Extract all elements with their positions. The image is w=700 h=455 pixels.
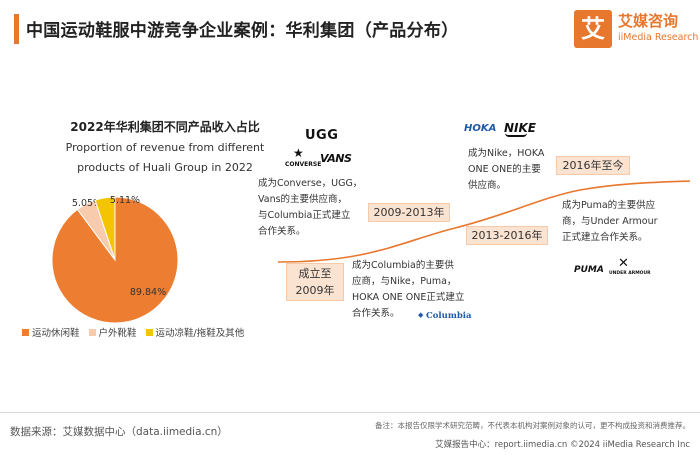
ugg-logo: UGG — [305, 128, 339, 143]
pie-chart: 89.84% 5.05% 5.11% — [51, 195, 179, 324]
chart-legend: 运动休闲鞋 户外靴鞋 运动凉鞋/拖鞋及其他 — [22, 325, 244, 339]
iimedia-logo: 艾 艾媒咨询 iiMedia Research — [574, 10, 698, 50]
vans-logo: VANS — [320, 152, 352, 165]
milestone-2016-now: 2016年至今 — [556, 156, 630, 175]
note-line: 正式建立合作关系。 — [562, 232, 648, 243]
puma-logo: PUMA — [574, 265, 604, 275]
columbia-icon: ◆ — [418, 311, 424, 319]
legend-label: 运动凉鞋/拖鞋及其他 — [155, 328, 245, 339]
note-line: 成为Puma的主要供应 — [562, 200, 656, 211]
pie-data-label-2: 5.11% — [110, 195, 140, 206]
legend-label: 户外靴鞋 — [98, 328, 137, 339]
note-2009-2013: 成为Converse，UGG， Vans的主要供应商， 与Columbia正式建… — [258, 176, 362, 240]
under-armour-logo: UNDER ARMOUR — [609, 271, 651, 276]
nike-swoosh-icon — [505, 133, 527, 137]
title-accent-bar — [14, 14, 19, 44]
footer-report-info: 艾媒报告中心：report.iimedia.cn ©2024 iiMedia R… — [435, 438, 690, 450]
data-source: 数据来源：艾媒数据中心（data.iimedia.cn） — [10, 426, 228, 438]
converse-logo: CONVERSE — [285, 161, 322, 168]
note-line: 成为Converse，UGG， — [258, 178, 363, 189]
note-line: Vans的主要供应商， — [258, 194, 348, 205]
milestone-founding-line2: 2009年 — [295, 284, 335, 297]
milestone-founding-line1: 成立至 — [298, 267, 332, 280]
copyright: ©2024 iiMedia Research Inc — [569, 440, 690, 450]
legend-swatch — [145, 328, 153, 336]
disclaimer: 备注：本报告仅限学术研究范畴，不代表本机构对案例对象的认可，更不构成投资和消费推… — [375, 421, 690, 430]
footer-divider — [0, 412, 700, 413]
pie-data-label-0: 89.84% — [130, 287, 166, 298]
nike-logo: NIKE — [504, 121, 537, 135]
legend-label: 运动休闲鞋 — [32, 328, 80, 339]
note-2013-2016: 成为Nike，HOKA ONE ONE的主要 供应商。 — [468, 146, 544, 194]
note-line: 成为Nike，HOKA — [468, 148, 545, 159]
milestone-founding: 成立至 2009年 — [286, 263, 344, 301]
milestone-2013-2016: 2013-2016年 — [466, 226, 548, 245]
legend-item: 运动休闲鞋 — [22, 325, 80, 339]
timeline-curve — [277, 180, 691, 263]
pie-data-label-1: 5.05% — [72, 198, 102, 209]
columbia-logo: Columbia — [426, 311, 472, 321]
note-line: ONE ONE的主要 — [468, 164, 541, 175]
legend-item: 运动凉鞋/拖鞋及其他 — [145, 325, 245, 339]
timeline-growth-line — [277, 180, 691, 263]
note-line: 商，与Under Armour — [562, 216, 658, 227]
legend-swatch — [88, 328, 96, 336]
pie-slice-2 — [94, 196, 116, 261]
hoka-logo: HOKA — [464, 123, 497, 134]
legend-item: 户外靴鞋 — [88, 325, 137, 339]
chart-title: 2022年华利集团不同产品收入占比 — [70, 120, 260, 134]
note-line: 供应商。 — [468, 180, 507, 191]
note-line: HOKA ONE ONE正式建立 — [352, 292, 465, 303]
note-line: 成为Columbia的主要供 — [352, 260, 454, 271]
note-line: 合作关系。 — [352, 308, 400, 319]
chart-subtitle-line2: products of Huali Group in 2022 — [77, 161, 253, 174]
note-line: 应商，与Nike，Puma， — [352, 276, 457, 287]
logo-en-text: iiMedia Research — [618, 32, 699, 43]
legend-swatch — [22, 328, 29, 336]
note-2016-now: 成为Puma的主要供应 商，与Under Armour 正式建立合作关系。 — [562, 198, 658, 246]
page-title: 中国运动鞋服中游竞争企业案例：华利集团（产品分布） — [26, 21, 459, 41]
under-armour-icon: ✕ — [618, 256, 629, 271]
logo-mark: 艾 — [574, 10, 612, 48]
chart-subtitle-line1: Proportion of revenue from different — [65, 141, 265, 154]
note-line: 合作关系。 — [258, 226, 306, 237]
report-center: 艾媒报告中心：report.iimedia.cn — [435, 440, 568, 450]
note-founding: 成为Columbia的主要供 应商，与Nike，Puma， HOKA ONE O… — [352, 258, 464, 322]
converse-star-icon: ★ — [293, 146, 304, 160]
milestone-2009-2013: 2009-2013年 — [368, 203, 450, 222]
note-line: 与Columbia正式建立 — [258, 210, 351, 221]
logo-cn-text: 艾媒咨询 — [618, 12, 679, 30]
